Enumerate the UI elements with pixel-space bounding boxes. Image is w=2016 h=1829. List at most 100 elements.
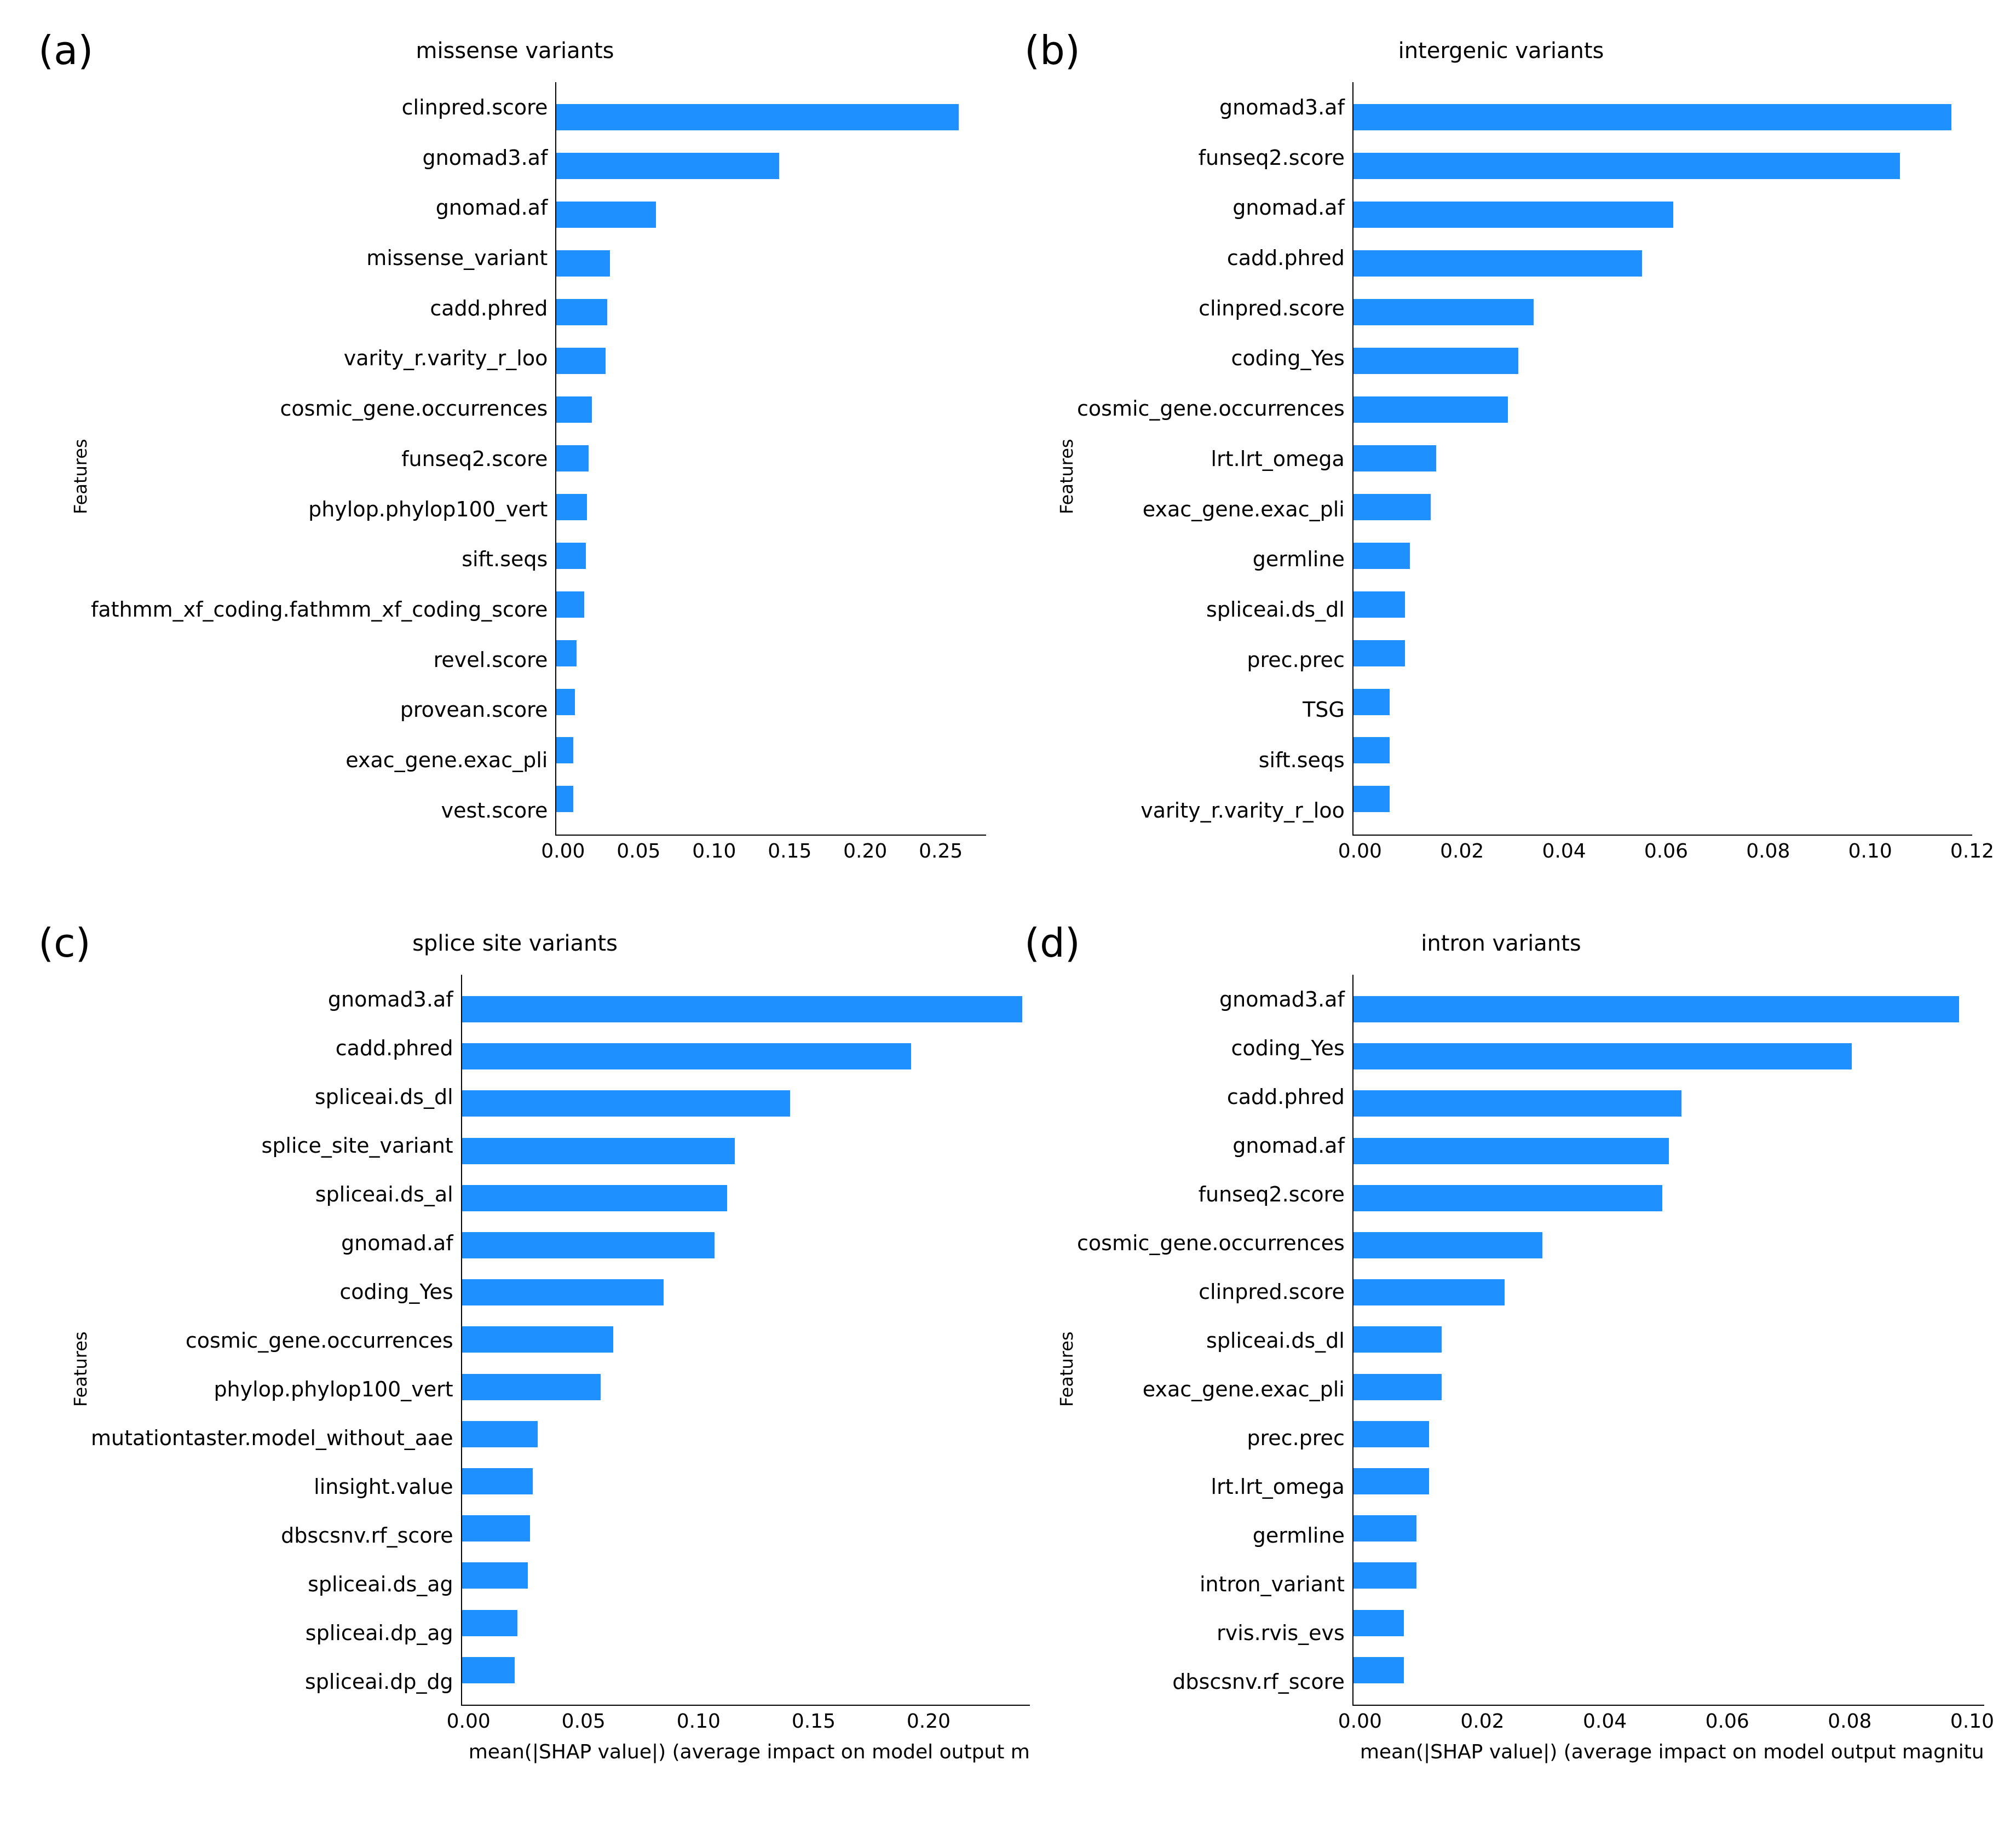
category-label: vest.score: [441, 800, 548, 821]
category-label: gnomad.af: [1232, 1135, 1345, 1156]
bar: [1353, 1374, 1442, 1400]
category-label: gnomad3.af: [423, 147, 548, 168]
category-label: funseq2.score: [1199, 147, 1345, 168]
category-label: funseq2.score: [1199, 1184, 1345, 1205]
panel-title: intergenic variants: [1008, 38, 1994, 64]
category-label: sift.seqs: [1259, 750, 1345, 770]
x-tick-labels: 0.000.020.040.060.080.10: [1077, 1706, 1984, 1739]
x-tick-label: 0.20: [843, 840, 887, 862]
bar: [1353, 786, 1390, 812]
category-label: cosmic_gene.occurrences: [1077, 398, 1345, 419]
bar: [462, 1090, 790, 1117]
category-label: germline: [1253, 1525, 1345, 1546]
category-label: gnomad.af: [1232, 197, 1345, 218]
bar: [556, 202, 656, 228]
category-label: phylop.phylop100_vert: [214, 1379, 453, 1400]
bar: [1353, 396, 1508, 423]
x-tick-label: 0.20: [907, 1710, 951, 1733]
category-label: sift.seqs: [462, 549, 548, 570]
category-label: spliceai.dp_dg: [305, 1671, 453, 1692]
panel-letter: (b): [1024, 27, 1080, 73]
x-tick-label: 0.08: [1746, 840, 1790, 862]
x-tick-label: 0.04: [1583, 1710, 1627, 1733]
bar: [1353, 737, 1390, 763]
bar: [1353, 1657, 1404, 1683]
bar: [1353, 996, 1959, 1022]
bar: [1353, 1138, 1669, 1164]
category-labels: gnomad3.afcadd.phredspliceai.ds_dlsplice…: [91, 975, 461, 1706]
bar: [1353, 445, 1436, 471]
bar: [1353, 689, 1390, 715]
category-label: mutationtaster.model_without_aae: [91, 1428, 453, 1448]
x-tick-label: 0.10: [677, 1710, 721, 1733]
bar: [1353, 153, 1900, 179]
bar: [1353, 250, 1642, 277]
bar: [1353, 299, 1534, 325]
bar: [1353, 1043, 1852, 1069]
y-axis-label: Features: [66, 82, 91, 871]
panel-c: (c) splice site variants Features gnomad…: [22, 914, 1008, 1807]
category-label: intron_variant: [1200, 1574, 1345, 1595]
x-tick-labels: 0.000.020.040.060.080.100.12: [1077, 836, 1972, 869]
bar: [1353, 494, 1431, 520]
panel-letter: (d): [1024, 920, 1080, 966]
panel-letter: (a): [38, 27, 93, 73]
bar: [1353, 104, 1951, 130]
category-label: cosmic_gene.occurrences: [280, 398, 548, 419]
category-label: dbscsnv.rf_score: [1172, 1671, 1345, 1692]
panel-b: (b) intergenic variants Features gnomad3…: [1008, 22, 1994, 914]
category-label: spliceai.dp_ag: [306, 1623, 453, 1643]
bar: [1353, 640, 1405, 666]
category-label: splice_site_variant: [262, 1135, 453, 1156]
chart: Features gnomad3.afcoding_Yescadd.phredg…: [1052, 975, 1972, 1763]
x-tick-label: 0.04: [1542, 840, 1586, 862]
x-axis-label: mean(|SHAP value|) (average impact on mo…: [1077, 1741, 1984, 1763]
category-label: funseq2.score: [401, 448, 548, 469]
x-tick-label: 0.10: [1848, 840, 1892, 862]
bar: [556, 737, 573, 763]
bar: [556, 591, 584, 618]
panel-title: missense variants: [22, 38, 1008, 64]
x-axis-label: mean(|SHAP value|) (average impact on mo…: [91, 1741, 1030, 1763]
bar: [556, 689, 575, 715]
y-axis-label: Features: [1052, 82, 1077, 871]
bar: [462, 1279, 664, 1305]
bar: [556, 153, 779, 179]
x-tick-label: 0.15: [792, 1710, 836, 1733]
bar: [1353, 1279, 1505, 1305]
bar: [1353, 1468, 1429, 1494]
category-labels: gnomad3.afcoding_Yescadd.phredgnomad.aff…: [1077, 975, 1352, 1706]
category-label: gnomad.af: [436, 197, 548, 218]
y-axis-label: Features: [66, 975, 91, 1763]
bar: [556, 104, 958, 130]
chart: Features gnomad3.afcadd.phredspliceai.ds…: [66, 975, 986, 1763]
plot-area: [555, 82, 986, 836]
bar: [1353, 348, 1518, 374]
category-label: coding_Yes: [1231, 1038, 1344, 1059]
category-label: spliceai.ds_dl: [1206, 1330, 1345, 1351]
category-label: prec.prec: [1247, 649, 1344, 670]
bar: [462, 1468, 533, 1494]
category-label: exac_gene.exac_pli: [1143, 1379, 1345, 1400]
x-tick-label: 0.02: [1460, 1710, 1504, 1733]
category-label: varity_r.varity_r_loo: [1141, 800, 1345, 821]
bar: [556, 348, 606, 374]
bar: [1353, 591, 1405, 618]
bar: [1353, 1515, 1416, 1542]
category-label: coding_Yes: [339, 1281, 453, 1302]
category-label: gnomad3.af: [1219, 97, 1345, 118]
category-label: clinpred.score: [1199, 1281, 1345, 1302]
x-tick-label: 0.25: [919, 840, 963, 862]
x-tick-label: 0.06: [1644, 840, 1688, 862]
category-label: rvis.rvis_evs: [1217, 1623, 1345, 1643]
panel-title: intron variants: [1008, 931, 1994, 956]
bar: [462, 1515, 530, 1542]
x-tick-label: 0.10: [1950, 1710, 1994, 1733]
category-labels: gnomad3.affunseq2.scoregnomad.afcadd.phr…: [1077, 82, 1352, 836]
category-label: gnomad3.af: [328, 989, 453, 1010]
bar: [556, 250, 610, 277]
bar: [1353, 1421, 1429, 1447]
plot-area: [1352, 82, 1972, 836]
bar: [1353, 1185, 1662, 1211]
bar: [462, 996, 1022, 1022]
